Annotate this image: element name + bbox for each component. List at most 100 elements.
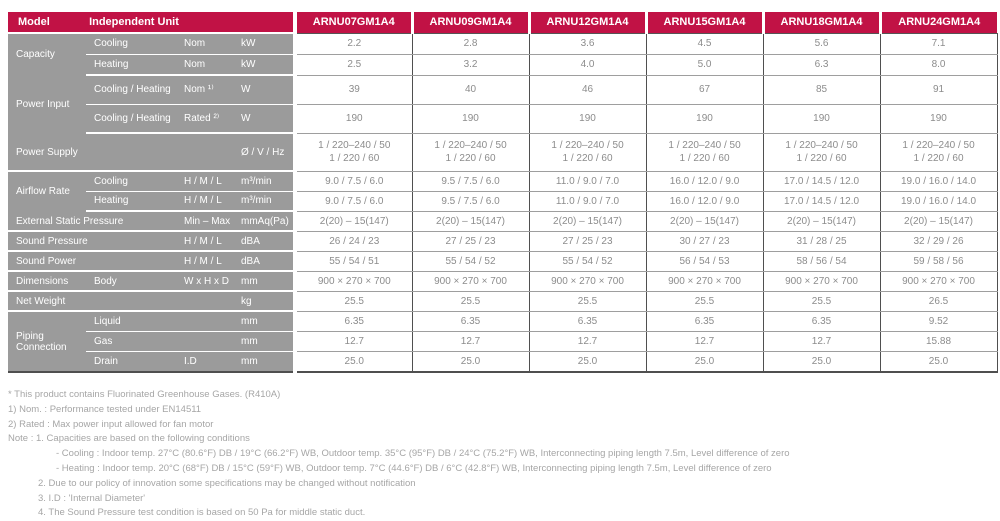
row-label-power-supply: Power Supply bbox=[8, 133, 233, 172]
footnote-note-4: 4. The Sound Pressure test condition is … bbox=[38, 507, 366, 519]
value-cell: 9.5 / 7.5 / 6.0 bbox=[411, 171, 530, 192]
row-net-weight: Net Weight kg 25.5 25.5 25.5 25.5 25.5 2… bbox=[8, 291, 998, 312]
value-cell: 27 / 25 / 23 bbox=[528, 231, 647, 252]
row-unit: kW bbox=[233, 54, 298, 76]
value-cell: 40 bbox=[411, 75, 530, 105]
footnote-heating-condition: - Heating : Indoor temp. 20°C (68°F) DB … bbox=[56, 462, 772, 474]
value-cell: 17.0 / 14.5 / 12.0 bbox=[762, 191, 881, 212]
value-cell: 6.35 bbox=[411, 311, 530, 332]
model-name-arnu15: ARNU15GM1A4 bbox=[644, 12, 764, 34]
row-unit: dBA bbox=[233, 231, 298, 252]
value-cell: 2(20) – 15(147) bbox=[879, 211, 998, 232]
value-cell: 9.0 / 7.5 / 6.0 bbox=[294, 171, 413, 192]
row-unit: m³/min bbox=[233, 171, 298, 192]
value-cell: 9.0 / 7.5 / 6.0 bbox=[294, 191, 413, 212]
footnote-note-1: Note : 1. Capacities are based on the fo… bbox=[8, 433, 250, 445]
value-cell: 25.5 bbox=[411, 291, 530, 312]
model-name-arnu24: ARNU24GM1A4 bbox=[878, 12, 998, 34]
row-label-esp: External Static Pressure bbox=[8, 211, 176, 232]
value-cell: 2.8 bbox=[411, 33, 530, 55]
footnote-cooling-condition: - Cooling : Indoor temp. 27°C (80.6°F) D… bbox=[56, 448, 790, 460]
value-cell: 2.5 bbox=[294, 54, 413, 76]
value-cell: 1 / 220–240 / 50 1 / 220 / 60 bbox=[645, 133, 764, 172]
value-cell: 6.35 bbox=[528, 311, 647, 332]
value-cell: 12.7 bbox=[762, 331, 881, 352]
value-cell: 900 × 270 × 700 bbox=[762, 271, 881, 292]
value-cell: 25.5 bbox=[294, 291, 413, 312]
row-sound-power: Sound Power H / M / L dBA 55 / 54 / 51 5… bbox=[8, 251, 998, 272]
value-cell: 1 / 220–240 / 50 1 / 220 / 60 bbox=[294, 133, 413, 172]
value-cell: 2(20) – 15(147) bbox=[294, 211, 413, 232]
value-cell: 25.5 bbox=[645, 291, 764, 312]
row-label: Cooling bbox=[86, 33, 176, 55]
row-label: Liquid bbox=[86, 311, 233, 332]
row-label: Heating bbox=[86, 191, 176, 212]
value-cell: 19.0 / 16.0 / 14.0 bbox=[879, 191, 998, 212]
value-cell: 55 / 54 / 52 bbox=[528, 251, 647, 272]
row-power-input-nom: Power Input Cooling / Heating Nom ¹⁾ W 3… bbox=[8, 75, 998, 133]
value-cell: 19.0 / 16.0 / 14.0 bbox=[879, 171, 998, 192]
value-cell: 26.5 bbox=[879, 291, 998, 312]
value-cell: 7.1 bbox=[879, 33, 998, 55]
value-cell: 6.35 bbox=[762, 311, 881, 332]
value-cell: 17.0 / 14.5 / 12.0 bbox=[762, 171, 881, 192]
value-cell: 5.6 bbox=[762, 33, 881, 55]
row-sound-pressure: Sound Pressure H / M / L dBA 26 / 24 / 2… bbox=[8, 231, 998, 252]
row-capacity-heating: Heating Nom kW 2.5 3.2 4.0 5.0 6.3 8.0 bbox=[8, 54, 998, 76]
header-row: Model Independent Unit ARNU07GM1A4 ARNU0… bbox=[8, 12, 998, 34]
row-label: Gas bbox=[86, 331, 233, 352]
value-cell: 900 × 270 × 700 bbox=[879, 271, 998, 292]
row-label: Cooling / Heating bbox=[86, 75, 176, 105]
row-unit: mm bbox=[233, 271, 298, 292]
value-cell: 11.0 / 9.0 / 7.0 bbox=[528, 171, 647, 192]
value-cell: 25.5 bbox=[762, 291, 881, 312]
value-cell: 2(20) – 15(147) bbox=[528, 211, 647, 232]
value-cell: 12.7 bbox=[294, 331, 413, 352]
row-power-supply: Power Supply Ø / V / Hz 1 / 220–240 / 50… bbox=[8, 133, 998, 172]
row-unit: mm bbox=[233, 311, 298, 332]
value-cell: 190 bbox=[528, 104, 647, 134]
group-label-dimensions: Dimensions bbox=[8, 271, 86, 292]
row-spec: I.D bbox=[176, 351, 233, 372]
value-cell: 12.7 bbox=[528, 331, 647, 352]
row-spec: H / M / L bbox=[176, 191, 233, 212]
value-cell: 900 × 270 × 700 bbox=[294, 271, 413, 292]
value-cell: 25.0 bbox=[411, 351, 530, 373]
row-unit: kg bbox=[233, 291, 298, 312]
footnote-nom: 1) Nom. : Performance tested under EN145… bbox=[8, 403, 202, 415]
row-spec: W x H x D bbox=[176, 271, 233, 292]
row-piping-liquid: Piping Connection Liquid mm 6.35 6.35 6.… bbox=[8, 311, 998, 372]
model-name-arnu09: ARNU09GM1A4 bbox=[410, 12, 530, 34]
row-unit: dBA bbox=[233, 251, 298, 272]
row-label-sound-power: Sound Power bbox=[8, 251, 176, 272]
row-spec: Rated ²⁾ bbox=[176, 104, 233, 134]
value-cell: 190 bbox=[879, 104, 998, 134]
value-cell: 31 / 28 / 25 bbox=[762, 231, 881, 252]
value-cell: 9.5 / 7.5 / 6.0 bbox=[411, 191, 530, 212]
model-name-arnu12: ARNU12GM1A4 bbox=[527, 12, 647, 34]
row-power-input-rated: Cooling / Heating Rated ²⁾ W 190 190 190… bbox=[8, 104, 998, 134]
row-label: Heating bbox=[86, 54, 176, 76]
value-cell: 900 × 270 × 700 bbox=[411, 271, 530, 292]
row-airflow-heating: Heating H / M / L m³/min 9.0 / 7.5 / 6.0… bbox=[8, 191, 998, 212]
value-cell: 1 / 220–240 / 50 1 / 220 / 60 bbox=[528, 133, 647, 172]
row-unit: W bbox=[233, 75, 298, 105]
row-spec: H / M / L bbox=[176, 171, 233, 192]
row-unit: kW bbox=[233, 33, 298, 55]
footnote-greenhouse-gases: * This product contains Fluorinated Gree… bbox=[8, 389, 281, 400]
model-name-arnu07: ARNU07GM1A4 bbox=[293, 12, 413, 34]
value-cell: 55 / 54 / 52 bbox=[411, 251, 530, 272]
value-cell: 3.2 bbox=[411, 54, 530, 76]
row-unit: Ø / V / Hz bbox=[233, 133, 298, 172]
value-cell: 55 / 54 / 51 bbox=[294, 251, 413, 272]
value-cell: 59 / 58 / 56 bbox=[879, 251, 998, 272]
value-cell: 4.0 bbox=[528, 54, 647, 76]
value-cell: 190 bbox=[762, 104, 881, 134]
value-cell: 27 / 25 / 23 bbox=[411, 231, 530, 252]
spec-table: Model Independent Unit ARNU07GM1A4 ARNU0… bbox=[8, 12, 998, 373]
value-cell: 25.0 bbox=[879, 351, 998, 373]
model-header-label: Model bbox=[18, 16, 50, 28]
group-label-capacity: Capacity bbox=[8, 33, 86, 75]
row-label: Cooling / Heating bbox=[86, 104, 176, 134]
value-cell: 39 bbox=[294, 75, 413, 105]
